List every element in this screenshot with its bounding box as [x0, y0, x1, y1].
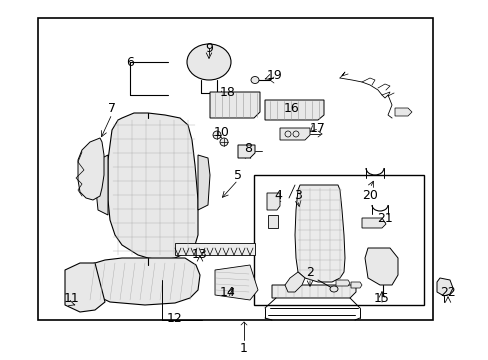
- Text: 14: 14: [220, 285, 235, 298]
- Text: 11: 11: [64, 292, 80, 305]
- Polygon shape: [266, 193, 280, 210]
- Text: 15: 15: [373, 292, 389, 305]
- Polygon shape: [95, 155, 108, 215]
- Polygon shape: [238, 145, 254, 158]
- Text: 6: 6: [126, 55, 134, 68]
- Text: 10: 10: [214, 126, 229, 139]
- Text: 4: 4: [273, 189, 282, 202]
- Ellipse shape: [250, 77, 259, 84]
- Polygon shape: [436, 278, 452, 296]
- Polygon shape: [335, 280, 349, 286]
- Polygon shape: [350, 282, 361, 288]
- Polygon shape: [294, 185, 345, 282]
- Ellipse shape: [329, 286, 337, 292]
- Polygon shape: [364, 248, 397, 285]
- Polygon shape: [264, 100, 324, 120]
- Text: 1: 1: [240, 342, 247, 355]
- Text: 5: 5: [234, 168, 242, 181]
- Polygon shape: [198, 155, 209, 210]
- Polygon shape: [394, 108, 411, 116]
- Text: 7: 7: [108, 102, 116, 114]
- Bar: [38, 18, 432, 320]
- Text: 16: 16: [284, 102, 299, 114]
- Text: 22: 22: [439, 285, 455, 298]
- Text: 9: 9: [204, 41, 212, 54]
- Polygon shape: [271, 285, 355, 298]
- Polygon shape: [78, 138, 104, 200]
- Polygon shape: [88, 258, 200, 305]
- Polygon shape: [215, 265, 258, 300]
- Ellipse shape: [186, 44, 230, 80]
- Polygon shape: [267, 215, 278, 228]
- Text: 18: 18: [220, 86, 235, 99]
- Text: 8: 8: [244, 141, 251, 154]
- Text: 19: 19: [266, 68, 282, 81]
- Polygon shape: [361, 218, 385, 228]
- Polygon shape: [65, 263, 105, 312]
- Text: 20: 20: [361, 189, 377, 202]
- Text: 17: 17: [309, 122, 325, 135]
- Polygon shape: [280, 128, 309, 140]
- Ellipse shape: [213, 131, 221, 139]
- Bar: [175, 243, 254, 255]
- Text: 13: 13: [192, 248, 207, 261]
- Ellipse shape: [220, 138, 227, 146]
- Polygon shape: [285, 272, 305, 292]
- Polygon shape: [108, 113, 198, 260]
- Text: 21: 21: [376, 212, 392, 225]
- Text: 2: 2: [305, 266, 313, 279]
- Text: 3: 3: [293, 189, 301, 202]
- Text: 12: 12: [167, 311, 183, 324]
- Bar: [253, 175, 423, 305]
- Polygon shape: [209, 92, 260, 118]
